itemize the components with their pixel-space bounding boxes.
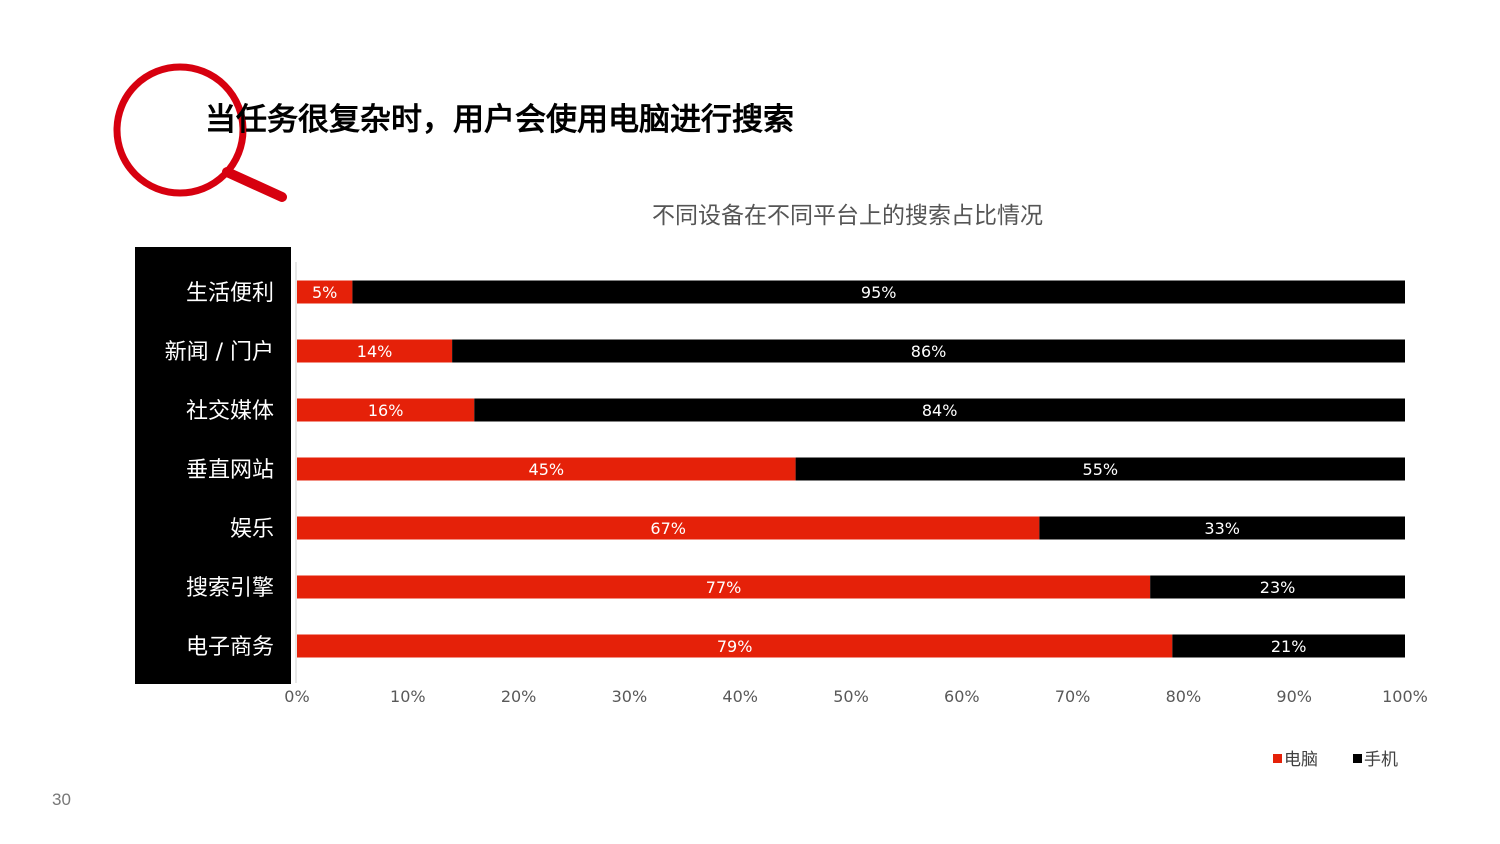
x-tick-label: 100%: [1382, 687, 1428, 706]
data-label: 55%: [1083, 460, 1119, 479]
x-tick-label: 60%: [944, 687, 980, 706]
x-tick-label: 50%: [833, 687, 869, 706]
bar-pc: [297, 280, 353, 304]
page-number: 30: [52, 790, 71, 809]
bar-mobile: [1172, 634, 1405, 658]
category-label-panel: [135, 247, 291, 684]
bar-mobile: [352, 280, 1405, 304]
category-label: 社交媒体: [186, 399, 274, 424]
bar-mobile: [452, 339, 1405, 363]
category-label: 新闻 / 门户: [165, 340, 274, 365]
bar-pc: [297, 398, 475, 422]
x-tick-label: 20%: [501, 687, 537, 706]
data-label: 84%: [922, 401, 958, 420]
bar-mobile: [1039, 516, 1405, 540]
x-tick-label: 30%: [612, 687, 648, 706]
data-label: 16%: [368, 401, 404, 420]
legend-label: 手机: [1364, 750, 1398, 770]
data-label: 23%: [1260, 578, 1296, 597]
data-label: 77%: [706, 578, 742, 597]
legend-swatch: [1273, 754, 1282, 763]
data-label: 5%: [312, 283, 337, 302]
data-label: 79%: [717, 637, 753, 656]
bar-mobile: [474, 398, 1405, 422]
x-tick-label: 90%: [1276, 687, 1312, 706]
data-label: 86%: [911, 342, 947, 361]
bar-mobile: [795, 457, 1405, 481]
data-label: 33%: [1204, 519, 1240, 538]
category-label: 垂直网站: [186, 458, 274, 483]
data-label: 45%: [529, 460, 565, 479]
data-label: 21%: [1271, 637, 1307, 656]
category-label: 搜索引擎: [186, 576, 274, 601]
bar-mobile: [1150, 575, 1405, 599]
slide-title: 当任务很复杂时，用户会使用电脑进行搜索: [205, 102, 794, 138]
bar-pc: [297, 339, 453, 363]
x-tick-label: 70%: [1055, 687, 1091, 706]
chart-title: 不同设备在不同平台上的搜索占比情况: [652, 203, 1043, 229]
category-label: 娱乐: [230, 517, 274, 542]
bar-pc: [297, 634, 1173, 658]
x-tick-label: 10%: [390, 687, 426, 706]
legend-label: 电脑: [1284, 750, 1318, 770]
bar-pc: [297, 457, 796, 481]
data-label: 14%: [357, 342, 393, 361]
x-tick-label: 0%: [284, 687, 309, 706]
x-tick-label: 40%: [722, 687, 758, 706]
x-tick-label: 80%: [1166, 687, 1202, 706]
legend-swatch: [1353, 754, 1362, 763]
bar-pc: [297, 516, 1040, 540]
category-label: 电子商务: [186, 635, 274, 660]
bar-pc: [297, 575, 1151, 599]
data-label: 67%: [650, 519, 686, 538]
magnifying-glass-icon: [113, 63, 287, 202]
category-label: 生活便利: [186, 281, 274, 306]
magnifier-lens: [113, 63, 247, 197]
magnifier-handle: [222, 167, 287, 202]
data-label: 95%: [861, 283, 897, 302]
